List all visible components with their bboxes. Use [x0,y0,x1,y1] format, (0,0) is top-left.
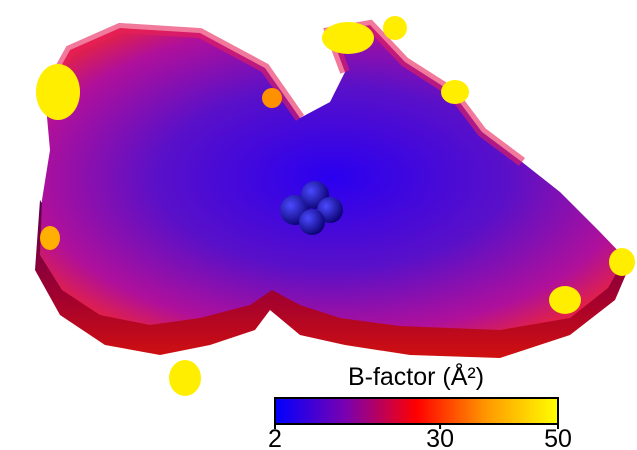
figure: B-factor (Å²) 2 30 50 [0,0,637,450]
tick-label: 50 [544,425,572,450]
tick-label: 30 [426,425,454,450]
molecule [35,16,635,396]
colorbar: B-factor (Å²) 2 30 50 [268,361,572,450]
tick-label: 2 [268,425,282,450]
colorbar-gradient [275,398,558,424]
surface-cut [40,25,625,330]
colorbar-label: B-factor (Å²) [348,361,484,391]
